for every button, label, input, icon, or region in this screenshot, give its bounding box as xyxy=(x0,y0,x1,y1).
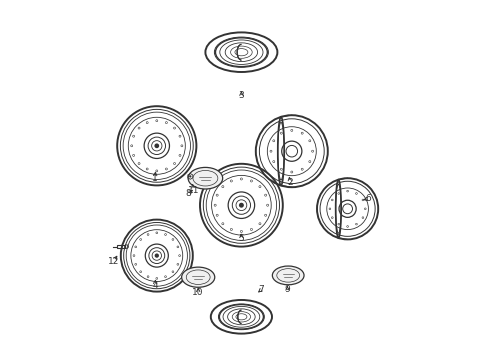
Circle shape xyxy=(154,143,159,148)
Circle shape xyxy=(222,223,224,225)
Circle shape xyxy=(131,145,133,147)
Circle shape xyxy=(156,170,158,172)
Circle shape xyxy=(250,228,252,230)
Circle shape xyxy=(329,208,331,210)
Circle shape xyxy=(362,199,364,201)
Circle shape xyxy=(181,145,183,147)
Circle shape xyxy=(301,132,303,134)
Circle shape xyxy=(338,193,340,194)
Circle shape xyxy=(309,140,311,142)
Circle shape xyxy=(138,163,140,165)
Circle shape xyxy=(179,255,180,256)
Circle shape xyxy=(133,255,135,256)
Text: 11: 11 xyxy=(188,186,199,194)
Text: 2: 2 xyxy=(287,177,293,186)
Circle shape xyxy=(265,194,267,196)
Text: 9: 9 xyxy=(285,285,291,294)
Circle shape xyxy=(147,234,149,235)
Circle shape xyxy=(214,204,216,206)
Text: 4: 4 xyxy=(152,281,158,289)
Circle shape xyxy=(133,154,135,156)
Circle shape xyxy=(155,253,159,258)
Text: 6: 6 xyxy=(366,194,371,203)
Circle shape xyxy=(222,186,224,188)
Ellipse shape xyxy=(182,267,215,287)
Text: 10: 10 xyxy=(193,288,204,297)
Circle shape xyxy=(259,186,261,188)
Circle shape xyxy=(140,271,142,273)
Circle shape xyxy=(216,214,218,216)
Circle shape xyxy=(189,175,192,177)
Ellipse shape xyxy=(272,266,304,285)
Circle shape xyxy=(331,199,333,201)
Circle shape xyxy=(259,223,261,225)
Circle shape xyxy=(241,178,243,180)
Circle shape xyxy=(146,122,148,123)
Circle shape xyxy=(173,127,175,129)
Circle shape xyxy=(291,129,293,131)
Circle shape xyxy=(331,217,333,219)
Circle shape xyxy=(273,161,275,163)
Circle shape xyxy=(338,223,340,225)
Circle shape xyxy=(250,180,252,182)
Circle shape xyxy=(267,204,269,206)
Circle shape xyxy=(140,239,142,240)
Circle shape xyxy=(291,171,293,173)
Circle shape xyxy=(156,120,158,122)
Text: 5: 5 xyxy=(239,234,245,243)
Ellipse shape xyxy=(188,167,222,189)
Circle shape xyxy=(356,223,357,225)
Circle shape xyxy=(241,230,243,233)
Circle shape xyxy=(273,140,275,142)
Text: 3: 3 xyxy=(239,91,245,100)
Circle shape xyxy=(230,180,232,182)
Circle shape xyxy=(356,193,357,194)
Circle shape xyxy=(301,168,303,170)
Circle shape xyxy=(156,278,158,279)
Circle shape xyxy=(179,135,181,137)
Circle shape xyxy=(265,214,267,216)
Circle shape xyxy=(179,154,181,156)
Circle shape xyxy=(239,203,244,208)
Circle shape xyxy=(365,208,366,210)
Circle shape xyxy=(165,234,167,235)
Circle shape xyxy=(146,168,148,170)
Circle shape xyxy=(347,190,348,192)
Circle shape xyxy=(173,163,175,165)
Circle shape xyxy=(138,127,140,129)
Circle shape xyxy=(133,135,135,137)
Circle shape xyxy=(147,276,149,278)
Circle shape xyxy=(165,276,167,278)
Circle shape xyxy=(230,228,232,230)
Text: 8: 8 xyxy=(185,189,191,198)
Circle shape xyxy=(177,264,179,265)
Circle shape xyxy=(135,246,137,248)
Circle shape xyxy=(135,264,137,265)
Circle shape xyxy=(280,132,282,134)
Circle shape xyxy=(172,239,174,240)
Circle shape xyxy=(312,150,314,152)
Circle shape xyxy=(270,150,272,152)
Circle shape xyxy=(166,122,168,123)
Circle shape xyxy=(362,217,364,219)
Circle shape xyxy=(177,246,179,248)
Circle shape xyxy=(166,168,168,170)
Text: 1: 1 xyxy=(152,174,158,183)
Circle shape xyxy=(347,226,348,228)
Circle shape xyxy=(172,271,174,273)
Text: 7: 7 xyxy=(259,285,265,294)
Bar xyxy=(117,245,125,248)
Circle shape xyxy=(280,168,282,170)
Circle shape xyxy=(309,161,311,163)
Text: 12: 12 xyxy=(108,256,119,265)
Circle shape xyxy=(156,232,158,234)
Circle shape xyxy=(216,194,218,196)
